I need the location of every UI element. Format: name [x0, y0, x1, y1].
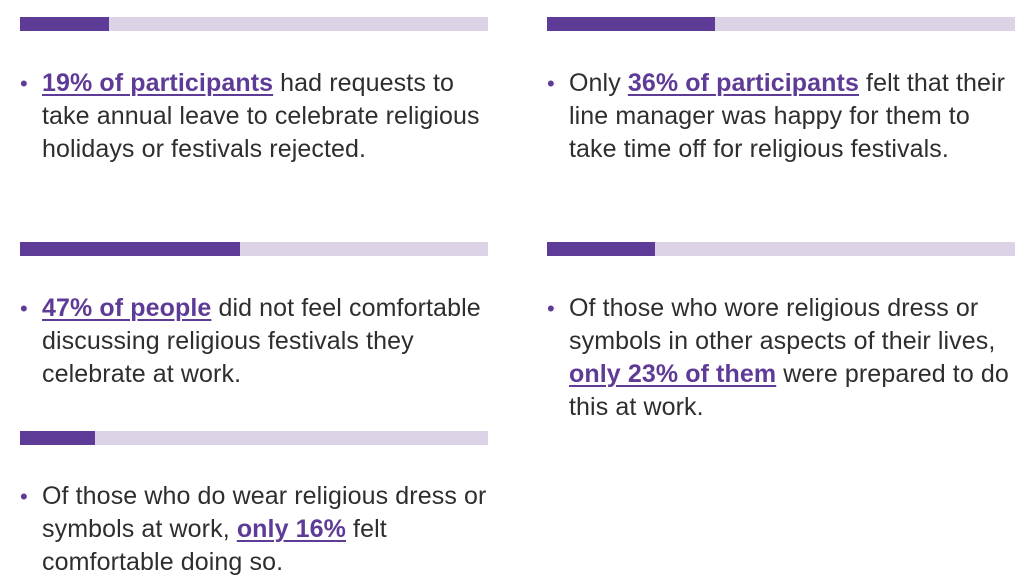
bullet-icon: •	[20, 296, 28, 321]
stat-text-after: felt that their line manager was happy f…	[569, 69, 1006, 163]
stat-card-leave-rejected: • 19% of participants had requests to tak…	[20, 17, 488, 166]
stat-text: • Of those who do wear religious dress or…	[20, 480, 488, 575]
bullet-icon: •	[20, 484, 28, 509]
stat-text-before: Only	[569, 69, 628, 97]
stat-highlight-link[interactable]: 19% of participants	[42, 69, 274, 97]
progress-bar	[20, 17, 488, 31]
progress-bar	[20, 242, 488, 256]
progress-bar	[20, 431, 488, 445]
stat-text: • Only 36% of participants felt that thei…	[547, 67, 1015, 166]
stat-highlight-link[interactable]: only 23% of them	[569, 360, 777, 388]
progress-bar	[547, 242, 1015, 256]
stat-card-manager-happy: • Only 36% of participants felt that thei…	[547, 17, 1015, 166]
bullet-icon: •	[547, 296, 555, 321]
stat-highlight-link[interactable]: 36% of participants	[627, 69, 859, 97]
stat-text-after: felt comfortable doing so.	[42, 515, 387, 575]
progress-bar-fill	[20, 431, 95, 445]
stat-text-after: had requests to take annual leave to cel…	[42, 69, 480, 163]
progress-bar-fill	[547, 242, 655, 256]
stat-card-not-comfortable-discussing: • 47% of people did not feel comfortable …	[20, 242, 488, 391]
stat-card-dress-at-work-prepared: • Of those who wore religious dress or sy…	[547, 242, 1015, 424]
stat-highlight-link[interactable]: only 16%	[236, 515, 346, 543]
stat-text-before: Of those who wore religious dress or sym…	[569, 294, 996, 355]
stat-text: • 47% of people did not feel comfortable …	[20, 292, 488, 391]
progress-bar-fill	[20, 242, 240, 256]
stat-text-after: did not feel comfortable discussing reli…	[42, 294, 481, 388]
progress-bar-fill	[20, 17, 109, 31]
stat-text-before: Of those who do wear religious dress or …	[42, 482, 487, 543]
stat-highlight-link[interactable]: 47% of people	[42, 294, 212, 322]
progress-bar	[547, 17, 1015, 31]
stat-text-after: were prepared to do this at work.	[569, 360, 1009, 421]
bullet-icon: •	[547, 71, 555, 96]
stat-text: • Of those who wore religious dress or sy…	[547, 292, 1015, 424]
progress-bar-fill	[547, 17, 716, 31]
stat-text: • 19% of participants had requests to tak…	[20, 67, 488, 166]
bullet-icon: •	[20, 71, 28, 96]
stat-card-dress-comfortable: • Of those who do wear religious dress or…	[20, 431, 488, 575]
